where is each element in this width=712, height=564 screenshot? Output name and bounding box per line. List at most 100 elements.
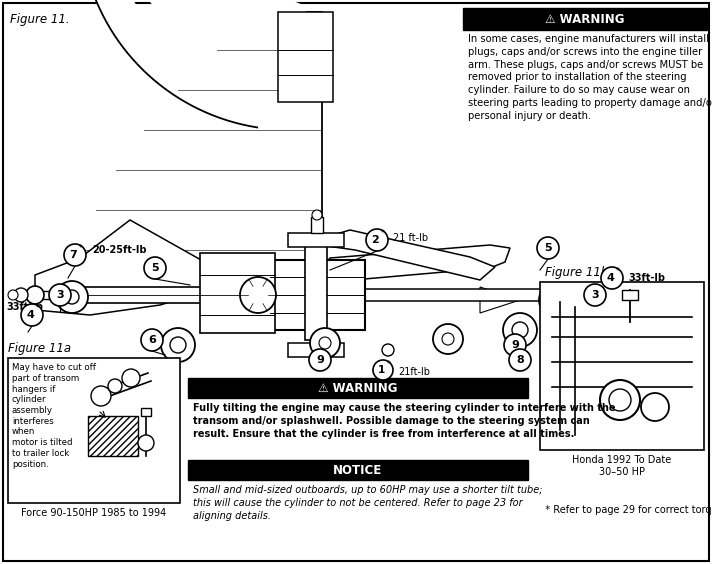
Text: 8: 8 [516, 355, 524, 365]
Circle shape [539, 284, 571, 316]
Text: In some cases, engine manufacturers will install
plugs, caps and/or screws into : In some cases, engine manufacturers will… [468, 34, 712, 121]
Text: Figure 11a: Figure 11a [8, 342, 71, 355]
Circle shape [309, 349, 331, 371]
Circle shape [641, 393, 669, 421]
Text: 33ft-lb: 33ft-lb [6, 302, 43, 312]
Circle shape [600, 380, 640, 420]
Bar [35, 291, 55, 299]
Circle shape [442, 333, 454, 345]
Text: 5: 5 [544, 243, 552, 253]
Text: 33ft-lb: 33ft-lb [628, 273, 665, 283]
Text: *: * [616, 267, 620, 276]
Polygon shape [80, 0, 322, 285]
Circle shape [91, 386, 111, 406]
Text: Figure 11.: Figure 11. [10, 13, 70, 26]
Circle shape [240, 277, 276, 313]
Bar [305, 240, 327, 340]
Circle shape [373, 360, 393, 380]
Text: 3: 3 [56, 290, 64, 300]
Text: 21ft-lb: 21ft-lb [398, 367, 430, 377]
Text: 5: 5 [151, 263, 159, 273]
Circle shape [601, 267, 623, 289]
Text: 4: 4 [607, 273, 614, 283]
Circle shape [138, 435, 154, 451]
Circle shape [504, 334, 526, 356]
Text: 9: 9 [511, 340, 519, 350]
Text: 20-25ft-lb: 20-25ft-lb [92, 245, 147, 255]
Bar [288, 233, 344, 247]
Circle shape [144, 257, 166, 279]
Bar [355, 289, 550, 301]
Circle shape [170, 337, 186, 353]
Circle shape [567, 289, 589, 311]
Text: *: * [36, 304, 40, 313]
Text: 9: 9 [316, 355, 324, 365]
Circle shape [512, 322, 528, 338]
Circle shape [433, 324, 463, 354]
Bar [463, 8, 707, 30]
Bar [188, 460, 528, 480]
Text: ⚠ WARNING: ⚠ WARNING [318, 381, 398, 394]
Bar [188, 378, 528, 398]
Text: 1: 1 [378, 365, 385, 375]
Bar [80, 287, 275, 303]
Circle shape [319, 337, 331, 349]
Bar [540, 282, 704, 450]
Bar [8, 358, 180, 503]
Text: 4: 4 [26, 310, 34, 320]
Text: 2: 2 [372, 235, 379, 245]
Text: Honda 1992 To Date
30–50 HP: Honda 1992 To Date 30–50 HP [572, 455, 671, 477]
Bar [88, 416, 138, 456]
Text: Small and mid-sized outboards, up to 60HP may use a shorter tilt tube;
this will: Small and mid-sized outboards, up to 60H… [193, 485, 543, 521]
Circle shape [310, 328, 340, 358]
Bar [311, 217, 323, 233]
Polygon shape [35, 220, 210, 315]
Circle shape [64, 244, 86, 266]
Text: 21 ft-lb: 21 ft-lb [393, 233, 428, 243]
Text: *: * [79, 244, 83, 253]
Circle shape [56, 281, 88, 313]
Circle shape [609, 389, 631, 411]
Circle shape [601, 294, 613, 306]
Text: 7: 7 [70, 250, 78, 260]
Circle shape [366, 229, 388, 251]
Bar [288, 343, 344, 357]
Bar [270, 260, 365, 330]
Text: ⚠ WARNING: ⚠ WARNING [545, 12, 624, 25]
Circle shape [509, 349, 531, 371]
Polygon shape [315, 245, 510, 288]
Bar [278, 12, 333, 102]
Text: 3: 3 [591, 290, 599, 300]
Circle shape [161, 328, 195, 362]
Circle shape [49, 284, 71, 306]
Circle shape [26, 286, 44, 304]
Circle shape [8, 290, 18, 300]
Circle shape [537, 237, 559, 259]
Text: 6: 6 [148, 335, 156, 345]
Circle shape [122, 369, 140, 387]
Bar [622, 290, 638, 300]
Text: Fully tilting the engine may cause the steering cylinder to interfere with the
t: Fully tilting the engine may cause the s… [193, 403, 615, 439]
Bar [141, 408, 151, 416]
Circle shape [312, 210, 322, 220]
Circle shape [108, 379, 122, 393]
Circle shape [65, 290, 79, 304]
Text: *: * [387, 359, 390, 368]
Circle shape [14, 288, 28, 302]
Circle shape [382, 344, 394, 356]
Circle shape [21, 304, 43, 326]
Text: May have to cut off
part of transom
hangers if
cylinder
assembly
interferes
when: May have to cut off part of transom hang… [12, 363, 96, 469]
Circle shape [586, 292, 602, 308]
Text: * Refer to page 29 for correct torque specifications.: * Refer to page 29 for correct torque sp… [536, 505, 712, 515]
Circle shape [548, 293, 562, 307]
Polygon shape [316, 230, 495, 280]
Text: Force 90-150HP 1985 to 1994: Force 90-150HP 1985 to 1994 [21, 508, 167, 518]
Text: *: * [381, 229, 385, 238]
Circle shape [503, 313, 537, 347]
Circle shape [141, 329, 163, 351]
Text: NOTICE: NOTICE [333, 464, 382, 477]
Polygon shape [480, 287, 520, 313]
Bar [200, 253, 275, 333]
Circle shape [584, 284, 606, 306]
Text: Figure 11b: Figure 11b [545, 266, 608, 279]
